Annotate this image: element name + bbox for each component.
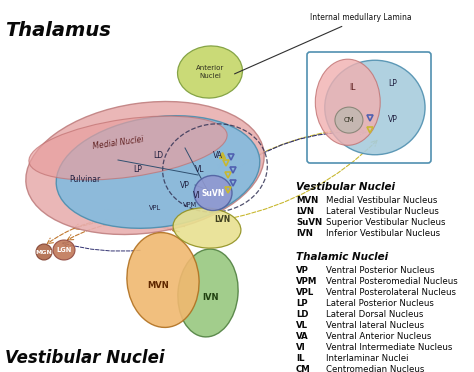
Text: Superior Vestibular Nucleus: Superior Vestibular Nucleus <box>326 218 446 227</box>
Text: Internal medullary Lamina: Internal medullary Lamina <box>235 13 411 74</box>
Text: Anterior
Nuclei: Anterior Nuclei <box>196 65 224 78</box>
Text: VI: VI <box>296 343 306 352</box>
Text: VL: VL <box>296 321 308 330</box>
Text: MGN: MGN <box>36 250 53 254</box>
Text: Thalamus: Thalamus <box>5 20 111 39</box>
Text: LD: LD <box>296 310 309 319</box>
Text: IL: IL <box>296 354 304 363</box>
Ellipse shape <box>178 46 243 98</box>
Text: Thalamic Nuclei: Thalamic Nuclei <box>296 252 388 262</box>
Ellipse shape <box>325 60 425 155</box>
Text: Ventral lateral Nucleus: Ventral lateral Nucleus <box>326 321 424 330</box>
Text: Vestibular Nuclei: Vestibular Nuclei <box>296 182 395 192</box>
Text: Lateral Dorsal Nucleus: Lateral Dorsal Nucleus <box>326 310 423 319</box>
Text: CM: CM <box>296 365 311 372</box>
Text: Ventral Intermediate Nucleus: Ventral Intermediate Nucleus <box>326 343 452 352</box>
Text: Lateral Vestibular Nucleus: Lateral Vestibular Nucleus <box>326 207 439 216</box>
Ellipse shape <box>315 59 380 145</box>
Ellipse shape <box>194 176 232 211</box>
Text: LGN: LGN <box>56 247 72 253</box>
Ellipse shape <box>335 107 363 133</box>
Text: Ventral Anterior Nucleus: Ventral Anterior Nucleus <box>326 332 431 341</box>
Text: Medial Vestibular Nucleus: Medial Vestibular Nucleus <box>326 196 438 205</box>
Text: LP: LP <box>134 166 143 174</box>
Text: SuVN: SuVN <box>296 218 322 227</box>
Text: VA: VA <box>296 332 309 341</box>
Text: LP: LP <box>296 299 308 308</box>
Text: Vestibular Nuclei: Vestibular Nuclei <box>5 349 164 367</box>
Text: VP: VP <box>180 180 190 189</box>
Ellipse shape <box>56 116 260 228</box>
Text: IVN: IVN <box>296 229 313 238</box>
Text: LD: LD <box>153 151 163 160</box>
Text: VA: VA <box>213 151 223 160</box>
Text: Centromedian Nucleus: Centromedian Nucleus <box>326 365 424 372</box>
Ellipse shape <box>26 102 264 234</box>
Text: CM: CM <box>344 117 354 123</box>
Ellipse shape <box>29 116 227 180</box>
Ellipse shape <box>178 249 238 337</box>
Text: VI: VI <box>193 190 201 199</box>
Text: VL: VL <box>195 166 205 174</box>
Text: VPM: VPM <box>183 202 197 208</box>
Text: LVN: LVN <box>214 215 230 224</box>
Text: Ventral Posteromedial Nucleus: Ventral Posteromedial Nucleus <box>326 277 458 286</box>
Text: VP: VP <box>296 266 309 275</box>
Text: Lateral Posterior Nucleus: Lateral Posterior Nucleus <box>326 299 434 308</box>
Text: VPL: VPL <box>296 288 314 297</box>
Text: MVN: MVN <box>147 280 169 289</box>
Text: MVN: MVN <box>296 196 318 205</box>
Text: Interlaminar Nuclei: Interlaminar Nuclei <box>326 354 409 363</box>
Text: LP: LP <box>389 78 397 87</box>
Text: VP: VP <box>388 115 398 125</box>
Text: Ventral Posterolateral Nucleus: Ventral Posterolateral Nucleus <box>326 288 456 297</box>
Text: LVN: LVN <box>296 207 314 216</box>
Ellipse shape <box>173 208 241 248</box>
Text: IL: IL <box>350 83 356 92</box>
Text: Ventral Posterior Nucleus: Ventral Posterior Nucleus <box>326 266 435 275</box>
Ellipse shape <box>127 232 199 327</box>
Text: Pulvinar: Pulvinar <box>69 176 100 185</box>
Text: VPM: VPM <box>296 277 318 286</box>
Text: SuVN: SuVN <box>201 189 225 198</box>
Text: Medial Nuclei: Medial Nuclei <box>92 135 144 151</box>
Text: Inferior Vestibular Nucleus: Inferior Vestibular Nucleus <box>326 229 440 238</box>
Ellipse shape <box>53 240 75 260</box>
Text: IVN: IVN <box>203 294 219 302</box>
Ellipse shape <box>36 244 52 260</box>
Text: VPL: VPL <box>149 205 161 211</box>
